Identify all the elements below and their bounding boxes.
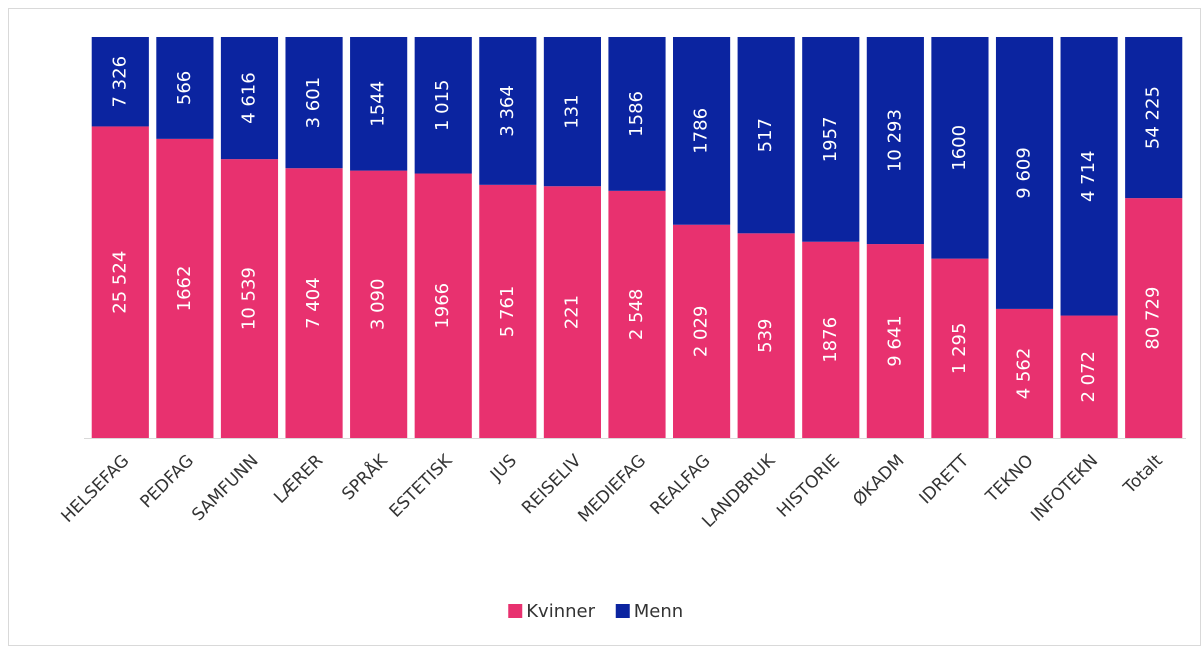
- bar-segment: [91, 37, 149, 127]
- value-label: 1786: [691, 108, 712, 154]
- value-label: 517: [755, 118, 776, 152]
- bar-segment: [802, 241, 860, 438]
- legend-swatch: [508, 604, 523, 618]
- value-label: 9 641: [884, 315, 905, 367]
- bar-segment: [156, 138, 214, 438]
- value-label: 7 404: [303, 277, 324, 329]
- value-label: 54 225: [1143, 86, 1164, 149]
- value-label: 1544: [368, 81, 389, 127]
- bar-segment: [543, 186, 601, 438]
- bar-segment: [866, 244, 924, 438]
- bar-segment: [673, 224, 731, 438]
- value-label: 1662: [174, 266, 195, 312]
- value-label: 10 539: [238, 267, 259, 330]
- bar-segment: [608, 190, 666, 438]
- value-label: 5 761: [497, 286, 518, 338]
- bar-segment: [414, 173, 472, 439]
- bar-segment: [220, 37, 279, 160]
- value-label: 1600: [949, 125, 970, 171]
- bar-segment: [156, 37, 214, 139]
- bar-segment: [1060, 315, 1118, 438]
- bar-segment: [1060, 37, 1118, 316]
- value-label: 2 029: [691, 306, 712, 358]
- bar-segment: [1125, 37, 1183, 199]
- bar-segment: [543, 37, 601, 187]
- value-label: 1876: [820, 317, 841, 363]
- bar-segment: [479, 184, 537, 438]
- bar-segment: [802, 37, 860, 242]
- bar-segment: [414, 37, 472, 174]
- bar-segment: [479, 37, 537, 185]
- bar-segment: [1125, 198, 1183, 438]
- value-label: 2 072: [1078, 351, 1099, 403]
- value-label: 4 562: [1014, 348, 1035, 400]
- value-label: 3 364: [497, 85, 518, 137]
- bar-segment: [737, 233, 795, 438]
- value-label: 10 293: [884, 109, 905, 172]
- value-label: 221: [561, 295, 582, 329]
- value-label: 539: [755, 318, 776, 352]
- bar-segment: [995, 308, 1054, 438]
- value-label: 1 015: [432, 80, 453, 132]
- bar-segment: [737, 37, 795, 234]
- value-label: 2 548: [626, 289, 647, 341]
- value-label: 1 295: [949, 323, 970, 375]
- value-label: 4 714: [1078, 151, 1099, 203]
- value-label: 3 090: [368, 279, 389, 331]
- bar-segment: [931, 37, 989, 259]
- legend-label: Menn: [634, 601, 683, 622]
- value-label: 131: [561, 94, 582, 128]
- bar-segment: [285, 37, 343, 169]
- value-label: 566: [174, 71, 195, 105]
- bar-segment: [91, 126, 149, 438]
- value-label: 4 616: [238, 72, 259, 124]
- bar-segment: [866, 37, 924, 245]
- bar-segment: [608, 37, 666, 191]
- value-label: 80 729: [1143, 287, 1164, 350]
- bar-segment: [285, 168, 343, 438]
- bar-segment: [350, 170, 408, 438]
- value-label: 7 326: [109, 56, 130, 108]
- legend-swatch: [615, 604, 630, 618]
- legend-label: Kvinner: [526, 601, 595, 622]
- value-label: 1957: [820, 116, 841, 162]
- bar-segment: [931, 258, 989, 438]
- value-label: 9 609: [1014, 147, 1035, 199]
- bar-segment: [995, 37, 1054, 309]
- bar-segment: [350, 37, 408, 171]
- value-label: 3 601: [303, 77, 324, 129]
- bar-segment: [673, 37, 731, 225]
- value-label: 1586: [626, 91, 647, 137]
- value-label: 25 524: [109, 251, 130, 314]
- value-label: 1966: [432, 283, 453, 329]
- bar-segment: [220, 159, 279, 438]
